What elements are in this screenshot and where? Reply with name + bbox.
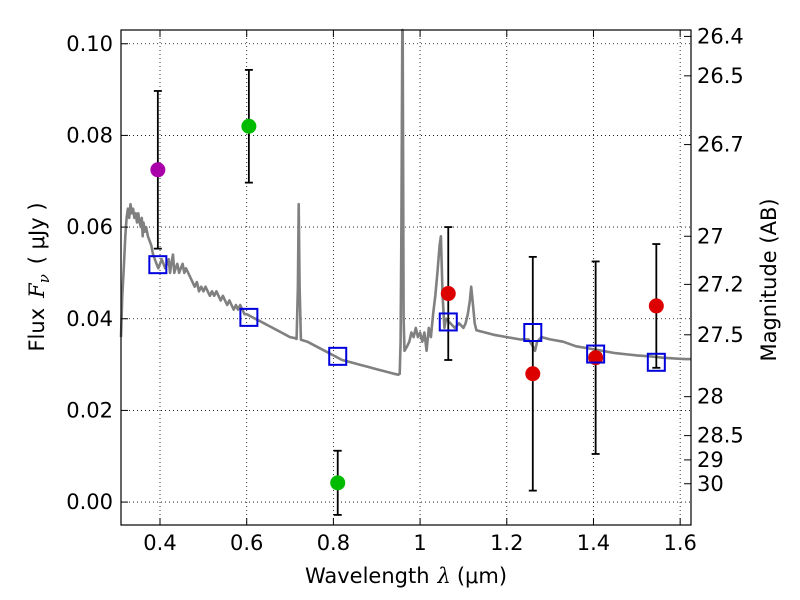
magnitude-tick-label: 27 <box>697 224 724 248</box>
magnitude-tick-label: 26.5 <box>697 64 744 88</box>
y-tick-label: 0.10 <box>66 32 113 56</box>
data-point <box>150 162 166 178</box>
data-point <box>588 350 604 366</box>
x-tick-label: 1.4 <box>577 531 610 555</box>
model-photometry-square <box>586 344 606 364</box>
model-photometry-square <box>148 255 168 275</box>
magnitude-tick-label: 27.5 <box>697 323 744 347</box>
magnitude-tick-label: 28.5 <box>697 424 744 448</box>
model-photometry-square <box>438 312 458 332</box>
ticks-layer: 0.4 0.6 0.8 1 1.2 1.4 1.6 0.00 0.02 0.04 0.06 0.08 0… <box>66 24 744 555</box>
plot-frame <box>120 29 692 526</box>
magnitude-tick-label: 26.7 <box>697 133 744 157</box>
magnitude-tick-label: 26.4 <box>697 24 744 48</box>
grid-layer <box>121 30 691 525</box>
model-photometry-square <box>328 346 348 366</box>
data-point <box>330 475 346 491</box>
right-axis-title: Magnitude (AB) <box>757 198 781 361</box>
magnitude-tick-label: 27.2 <box>697 272 744 296</box>
data-point <box>648 298 664 314</box>
x-tick-label: 1 <box>413 531 426 555</box>
magnitude-tick-label: 28 <box>697 385 724 409</box>
y-axis-title: FluxFν( μJy ) <box>25 202 53 351</box>
data-point <box>525 366 541 382</box>
data-point <box>241 118 257 134</box>
spectrum-layer <box>119 28 691 376</box>
points-layer <box>148 68 666 516</box>
y-tick-label: 0.04 <box>66 307 113 331</box>
x-axis-title: Wavelength λ (μm) <box>305 564 507 588</box>
y-tick-label: 0.06 <box>66 215 113 239</box>
model-photometry-square <box>239 307 259 327</box>
x-tick-label: 0.6 <box>230 531 263 555</box>
y-tick-label: 0.02 <box>66 398 113 422</box>
y-tick-label: 0.08 <box>66 123 113 147</box>
model-photometry-square <box>646 352 666 372</box>
model-spectrum-line <box>119 28 691 376</box>
magnitude-tick-label: 29 <box>697 448 724 472</box>
y-tick-label: 0.00 <box>66 490 113 514</box>
data-point <box>440 286 456 302</box>
x-tick-label: 1.6 <box>663 531 696 555</box>
x-tick-label: 0.8 <box>317 531 350 555</box>
model-photometry-square <box>523 323 543 342</box>
x-tick-label: 1.2 <box>490 531 523 555</box>
magnitude-tick-label: 30 <box>697 472 724 496</box>
x-tick-label: 0.4 <box>143 531 176 555</box>
